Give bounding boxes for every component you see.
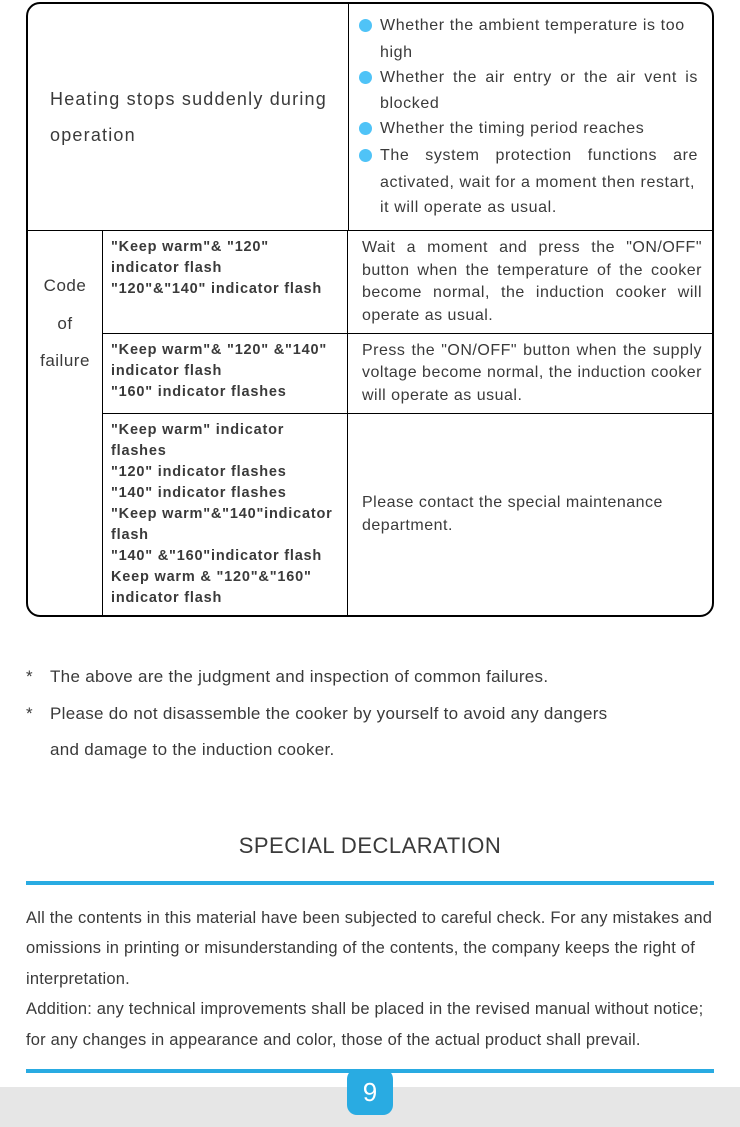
bullet-icon xyxy=(359,19,372,32)
bullet-icon xyxy=(359,71,372,84)
bullet-text-cont: blocked xyxy=(380,92,698,117)
table-row: Code of failure "Keep warm"& "120" indic… xyxy=(28,231,712,615)
bullet-text: Whether the ambient temperature is too xyxy=(380,14,698,39)
table-row: "Keep warm" indicator flashes "120" indi… xyxy=(103,413,712,615)
action-cell: Wait a moment and press the "ON/OFF" but… xyxy=(348,231,712,333)
code-of-failure-label: Code of failure xyxy=(28,231,102,615)
horizontal-rule xyxy=(26,881,714,885)
bullet-text-cont: activated, wait for a moment then restar… xyxy=(380,171,698,196)
declaration-paragraph: Addition: any technical improvements sha… xyxy=(26,994,714,1055)
table-row: "Keep warm"& "120" &"140" indicator flas… xyxy=(103,333,712,413)
action-cell: Please contact the special maintenance d… xyxy=(348,414,712,615)
label-line: of xyxy=(28,305,102,342)
label-line: failure xyxy=(28,342,102,379)
bullet-text: Whether the timing period reaches xyxy=(380,117,698,142)
table-row: "Keep warm"& "120" indicator flash "120"… xyxy=(103,231,712,333)
code-cell: "Keep warm" indicator flashes "120" indi… xyxy=(103,414,348,615)
asterisk-icon: * xyxy=(26,696,50,733)
note-text: The above are the judgment and inspectio… xyxy=(50,659,548,696)
bullet-icon xyxy=(359,149,372,162)
note-text: and damage to the induction cooker. xyxy=(50,732,335,769)
action-cell: Press the "ON/OFF" button when the suppl… xyxy=(348,334,712,413)
asterisk-icon: * xyxy=(26,659,50,696)
bullet-text-cont: it will operate as usual. xyxy=(380,196,698,221)
note-text: Please do not disassemble the cooker by … xyxy=(50,696,607,733)
bullet-text-cont: high xyxy=(380,41,698,66)
notes-section: *The above are the judgment and inspecti… xyxy=(26,659,714,769)
bullet-text: Whether the air entry or the air vent is xyxy=(380,66,698,91)
code-cell: "Keep warm"& "120" &"140" indicator flas… xyxy=(103,334,348,413)
declaration-body: All the contents in this material have b… xyxy=(26,903,714,1056)
code-cell: "Keep warm"& "120" indicator flash "120"… xyxy=(103,231,348,333)
symptom-cell: Heating stops suddenly during operation xyxy=(28,4,348,230)
declaration-paragraph: All the contents in this material have b… xyxy=(26,903,714,995)
label-line: Code xyxy=(28,267,102,304)
page-number: 9 xyxy=(347,1069,393,1115)
bullet-text: The system protection functions are xyxy=(380,144,698,169)
cause-cell: Whether the ambient temperature is too h… xyxy=(348,4,712,230)
declaration-title: SPECIAL DECLARATION xyxy=(26,833,714,859)
bullet-icon xyxy=(359,122,372,135)
table-row: Heating stops suddenly during operation … xyxy=(28,4,712,231)
troubleshooting-table: Heating stops suddenly during operation … xyxy=(26,2,714,617)
